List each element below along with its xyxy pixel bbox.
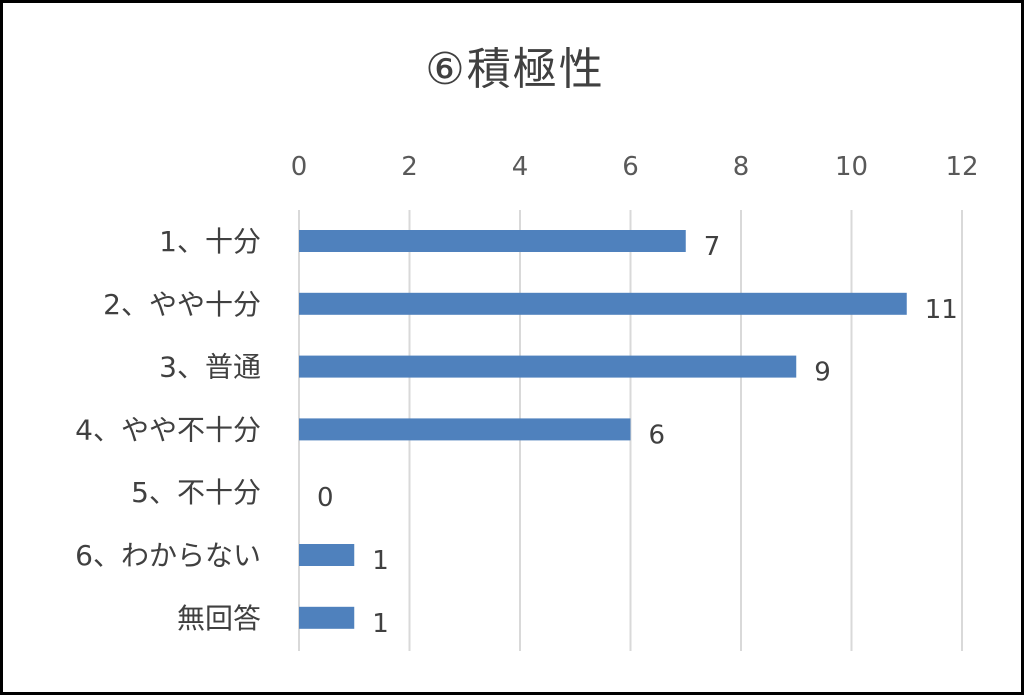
x-tick-label-6: 12 <box>945 152 978 182</box>
category-label-1: 2、やや十分 <box>103 288 261 321</box>
category-label-0: 1、十分 <box>159 225 261 258</box>
x-tick-label-1: 2 <box>401 152 418 182</box>
bar-2 <box>299 355 797 378</box>
data-label-3: 6 <box>649 420 666 450</box>
category-label-3: 4、やや不十分 <box>75 413 261 446</box>
bar-chart: 0 2 4 6 8 10 12 1、十分2、やや十分3、普通4、やや不十分5、不十分6、わか… <box>75 152 979 651</box>
chart-title: ⑥積極性 <box>425 44 605 95</box>
bars <box>299 230 907 629</box>
x-tick-label-4: 8 <box>733 152 750 182</box>
category-label-4: 5、不十分 <box>131 476 261 509</box>
category-label-5: 6、わからない <box>75 539 261 572</box>
data-label-0: 7 <box>704 232 721 262</box>
x-tick-label-0: 0 <box>291 152 308 182</box>
data-label-6: 1 <box>372 609 389 639</box>
data-label-5: 1 <box>372 546 389 576</box>
bar-6 <box>299 606 355 629</box>
data-label-1: 11 <box>925 295 958 325</box>
x-tick-label-3: 6 <box>622 152 639 182</box>
bar-1 <box>299 292 907 315</box>
bar-0 <box>299 230 686 252</box>
bar-3 <box>299 418 631 441</box>
x-tick-label-2: 4 <box>512 152 529 182</box>
x-tick-labels: 0 2 4 6 8 10 12 <box>291 152 979 182</box>
data-label-2: 9 <box>814 358 831 388</box>
x-tick-label-5: 10 <box>835 152 868 182</box>
bar-5 <box>299 544 355 566</box>
category-label-2: 3、普通 <box>159 351 261 384</box>
data-label-4: 0 <box>317 483 334 513</box>
category-label-6: 無回答 <box>177 602 261 635</box>
